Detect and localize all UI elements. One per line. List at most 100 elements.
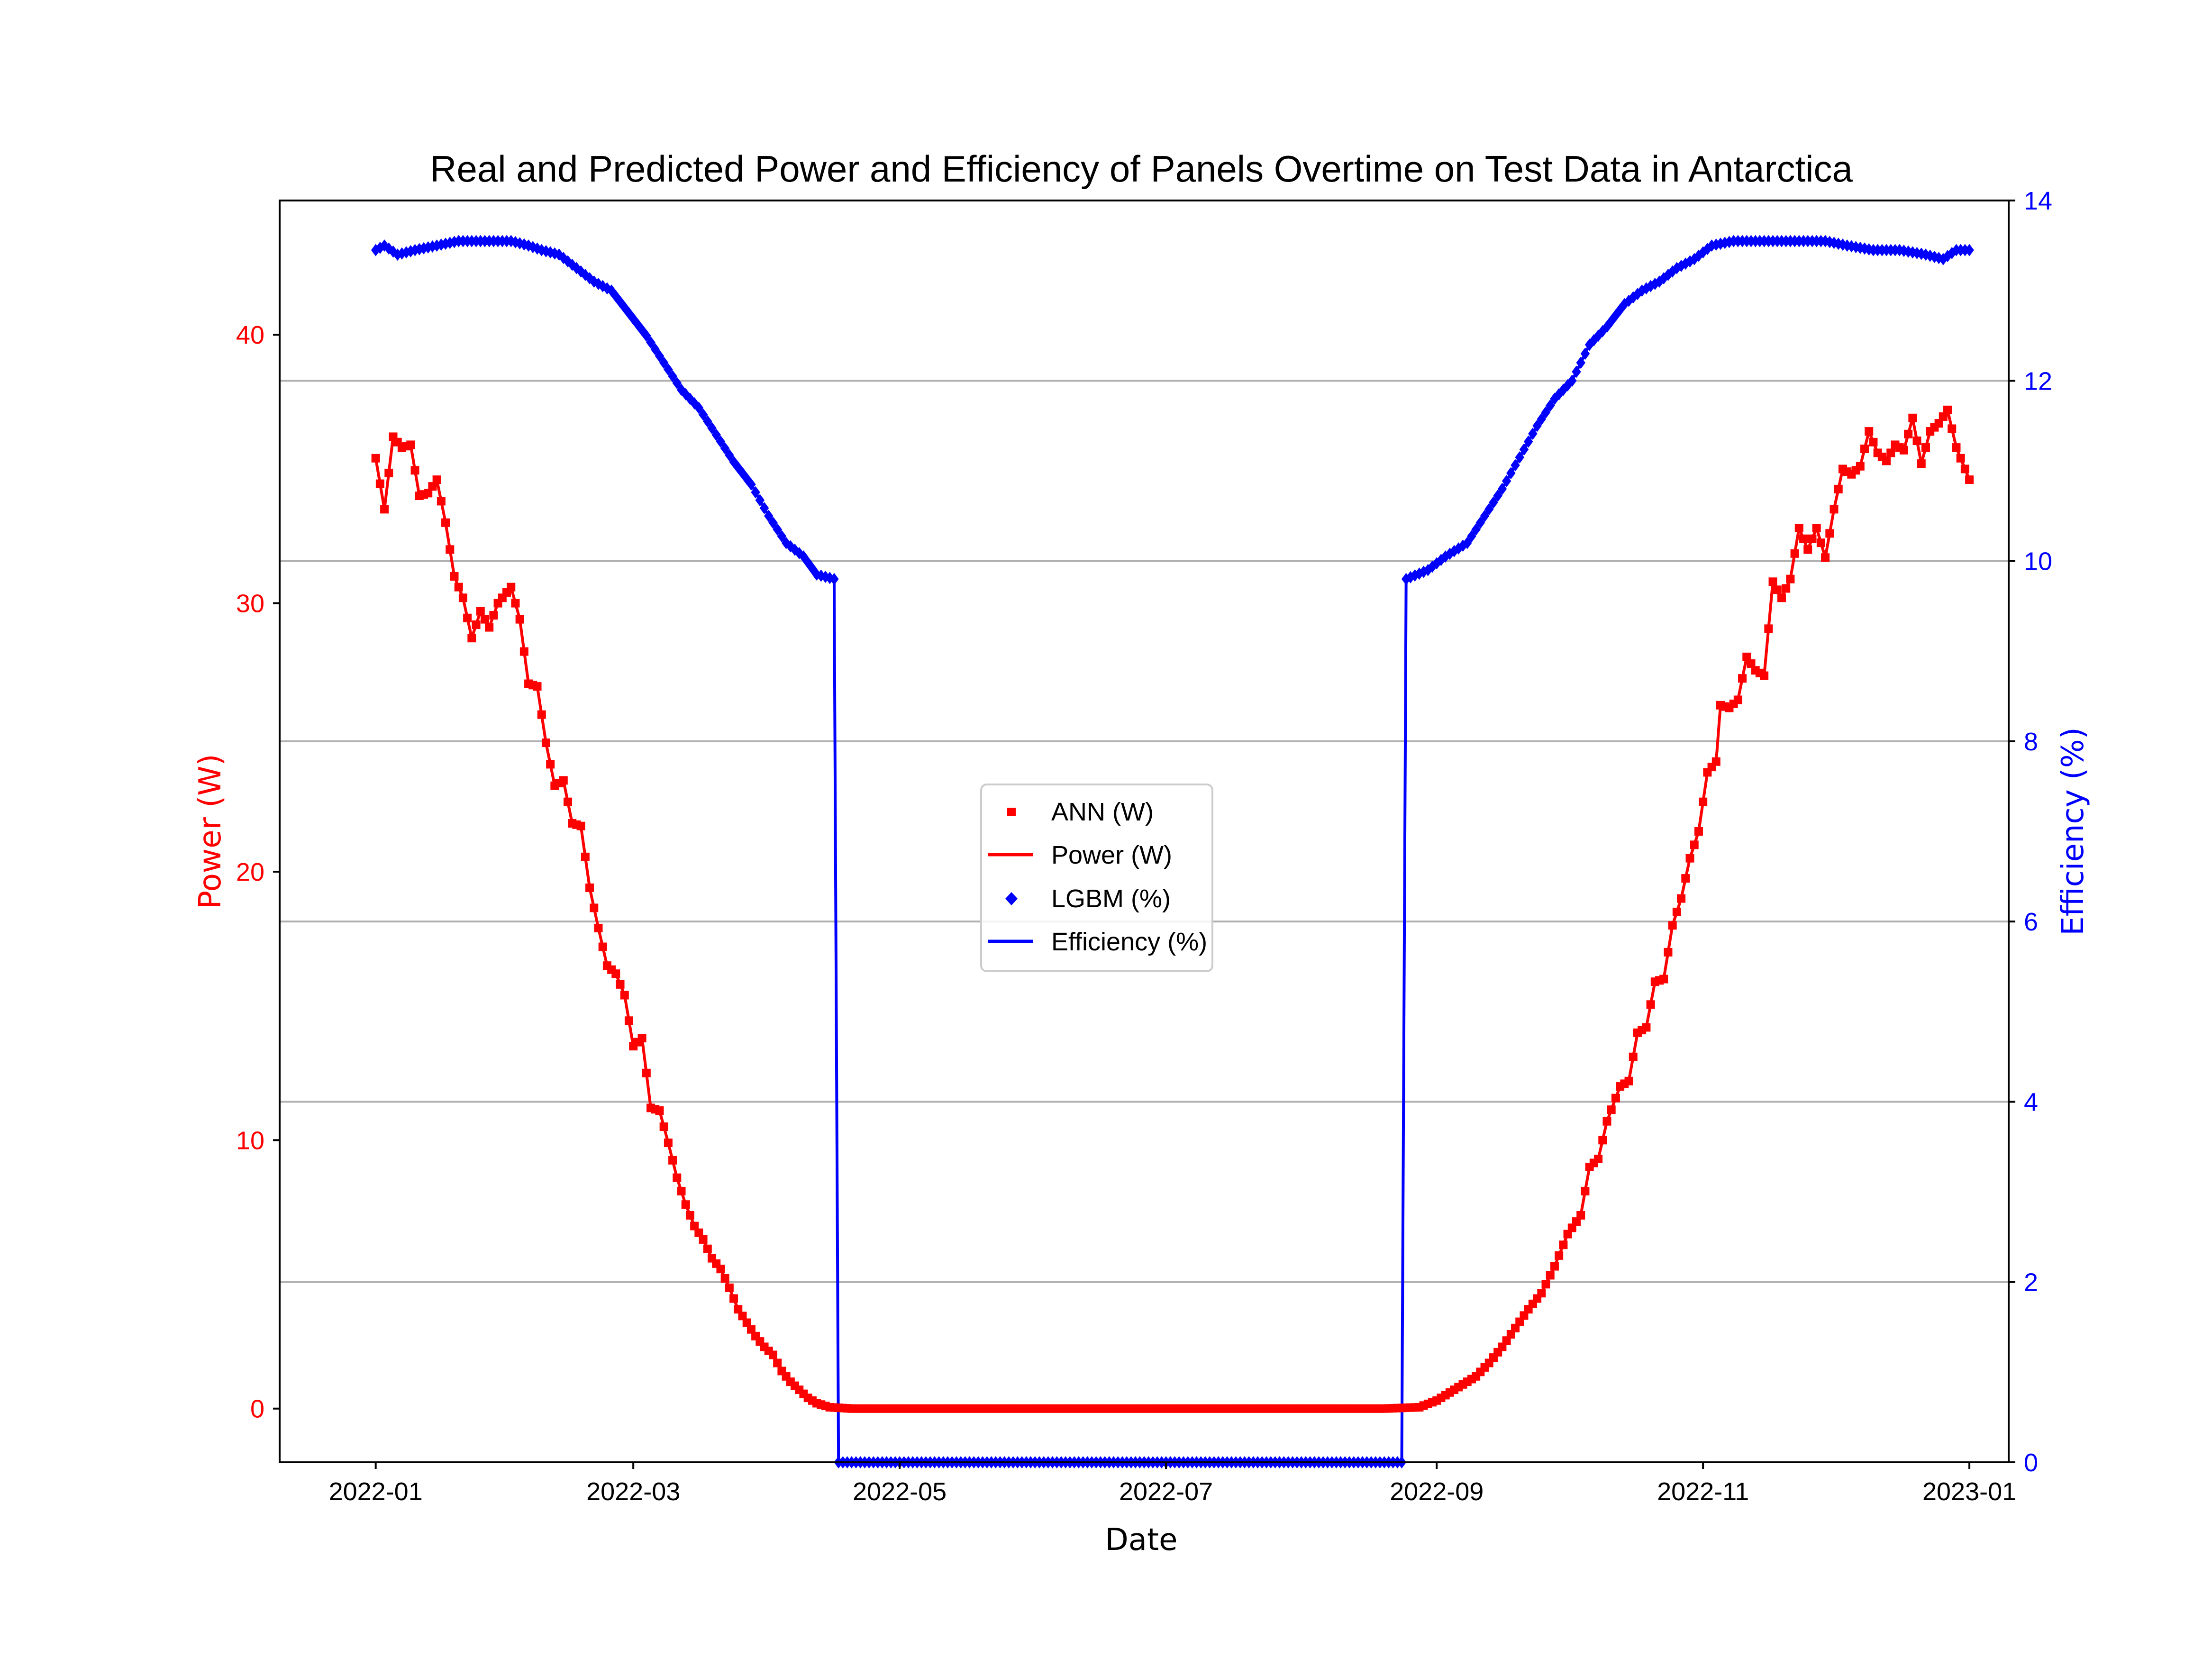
ann-point <box>424 489 433 498</box>
lgbm-point <box>711 428 721 441</box>
y-tick-label-right: 2 <box>2024 1268 2038 1297</box>
ann-point <box>1917 459 1926 468</box>
lgbm-point <box>1493 489 1502 502</box>
ann-point <box>489 611 498 620</box>
ann-point <box>1777 593 1786 602</box>
ann-point <box>1952 443 1961 452</box>
lgbm-point <box>510 236 520 248</box>
legend-marker-lgbm <box>1005 892 1018 905</box>
lgbm-point <box>642 329 651 342</box>
ann-point <box>1821 553 1830 562</box>
ann-point <box>1786 574 1795 583</box>
ann-point <box>585 883 594 892</box>
ann-point <box>768 1350 777 1359</box>
ann-point <box>380 505 389 514</box>
ann-point <box>1594 1154 1603 1163</box>
lgbm-point <box>672 377 682 390</box>
ann-point <box>716 1265 725 1274</box>
ann-point <box>1865 427 1874 436</box>
ann-point <box>668 1156 677 1165</box>
y-tick-label-right: 10 <box>2024 547 2052 576</box>
ann-point <box>1834 484 1843 493</box>
ann-point <box>546 760 555 769</box>
ann-point <box>1869 438 1878 447</box>
lgbm-point <box>1523 435 1533 448</box>
y-axis-label-right: Efficiency (%) <box>2056 727 2091 935</box>
ann-point <box>1642 1023 1651 1032</box>
ann-point <box>1742 652 1751 661</box>
ann-point <box>450 572 459 581</box>
ann-point <box>1799 534 1808 543</box>
legend-box <box>980 784 1213 972</box>
y-tick-label-right: 8 <box>2024 728 2038 756</box>
ann-point <box>659 1122 668 1131</box>
ann-point <box>1794 523 1803 532</box>
ann-point <box>537 710 546 719</box>
ann-point <box>432 475 441 484</box>
y-tick-label-left: 30 <box>236 590 264 618</box>
lgbm-point <box>764 510 774 522</box>
legend-label-efficiency: Efficiency (%) <box>1051 928 1207 956</box>
ann-point <box>742 1318 751 1327</box>
y-tick-label-right: 0 <box>2024 1449 2038 1477</box>
ann-point <box>541 738 550 747</box>
ann-point <box>1965 475 1974 484</box>
ann-point <box>1960 465 1969 474</box>
ann-point <box>406 440 415 449</box>
lgbm-point <box>703 415 712 428</box>
y-tick-label-right: 6 <box>2024 908 2038 936</box>
lgbm-point <box>755 494 765 507</box>
x-tick-label: 2022-11 <box>1657 1477 1749 1506</box>
ann-point <box>1546 1271 1555 1280</box>
lgbm-point <box>1484 503 1494 516</box>
ann-point <box>1681 874 1690 883</box>
ann-point <box>375 479 384 488</box>
ann-point <box>1672 907 1681 916</box>
lgbm-point <box>698 408 708 421</box>
ann-point <box>1886 448 1895 457</box>
x-tick-label: 2022-07 <box>1119 1477 1213 1506</box>
ann-point <box>511 599 520 608</box>
ann-point <box>1598 1136 1607 1145</box>
ann-point <box>1629 1052 1638 1061</box>
ann-point <box>620 991 629 1000</box>
ann-point <box>437 497 446 506</box>
ann-point <box>1668 921 1677 930</box>
lgbm-point <box>759 501 769 514</box>
lgbm-point <box>1467 530 1476 543</box>
ann-point <box>1782 584 1791 593</box>
ann-point <box>637 1034 646 1043</box>
ann-point <box>1812 523 1821 532</box>
ann-point <box>1808 534 1817 543</box>
ann-point <box>734 1305 743 1314</box>
ann-point <box>507 583 516 592</box>
ann-point <box>1646 1000 1655 1009</box>
ann-point <box>664 1139 673 1148</box>
ann-point <box>1760 671 1769 680</box>
ann-point <box>642 1068 651 1077</box>
lgbm-point <box>650 343 660 356</box>
ann-point <box>1856 462 1865 471</box>
ann-point <box>1830 505 1839 514</box>
lgbm-point <box>1532 419 1542 432</box>
legend-label-power: Power (W) <box>1051 841 1172 869</box>
ann-point <box>738 1312 747 1321</box>
x-tick-label: 2023-01 <box>1922 1477 2016 1506</box>
ann-point <box>1537 1289 1546 1298</box>
ann-point <box>1921 443 1930 452</box>
x-tick-label: 2022-03 <box>586 1477 680 1506</box>
ann-point <box>1860 444 1869 453</box>
ann-point <box>699 1235 708 1244</box>
lgbm-point <box>1537 413 1547 426</box>
ann-point <box>616 980 625 989</box>
x-tick-label: 2022-01 <box>329 1477 423 1506</box>
lgbm-point <box>1462 537 1472 549</box>
lgbm-point <box>1541 406 1551 419</box>
lgbm-point <box>716 435 726 448</box>
lgbm-point <box>1502 474 1511 487</box>
ann-point <box>1555 1251 1564 1260</box>
ann-point <box>1664 948 1673 957</box>
ann-point <box>384 468 393 477</box>
ann-point <box>476 607 485 616</box>
ann-point <box>446 545 455 554</box>
